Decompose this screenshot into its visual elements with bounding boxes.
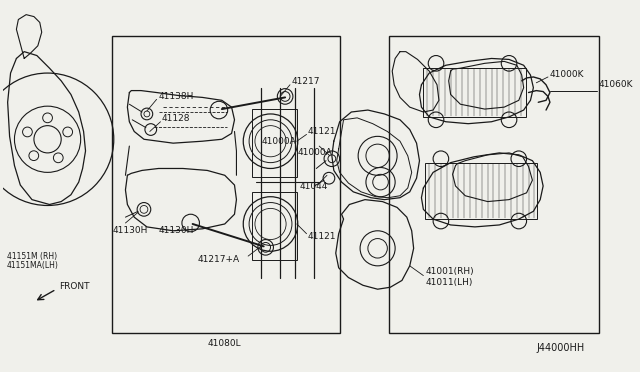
Circle shape xyxy=(140,205,148,213)
Bar xyxy=(424,68,525,117)
Text: 41217+A: 41217+A xyxy=(198,256,239,264)
Circle shape xyxy=(144,111,150,117)
Text: 41001(RH): 41001(RH) xyxy=(426,267,474,276)
Bar xyxy=(252,109,297,177)
Text: 41080L: 41080L xyxy=(208,339,241,348)
Bar xyxy=(426,163,538,219)
Text: 41000A: 41000A xyxy=(262,137,297,146)
Text: 41044: 41044 xyxy=(300,182,328,190)
Text: 41121: 41121 xyxy=(307,127,336,136)
Text: J44000HH: J44000HH xyxy=(536,343,584,353)
Bar xyxy=(252,192,297,260)
Text: 41130H: 41130H xyxy=(159,226,194,235)
Bar xyxy=(389,36,598,333)
Text: 41138H: 41138H xyxy=(159,92,194,101)
Text: 41130H: 41130H xyxy=(113,226,148,235)
Text: 41151M (RH): 41151M (RH) xyxy=(6,251,57,261)
Text: FRONT: FRONT xyxy=(60,282,90,291)
Text: 41011(LH): 41011(LH) xyxy=(426,278,473,287)
Text: 41000A: 41000A xyxy=(298,148,333,157)
Text: 41000K: 41000K xyxy=(550,70,584,78)
Text: 41217: 41217 xyxy=(292,77,321,86)
Text: 41128: 41128 xyxy=(161,114,190,124)
Text: 41121: 41121 xyxy=(307,232,336,241)
Text: 41151MA(LH): 41151MA(LH) xyxy=(6,262,58,270)
Text: 41060K: 41060K xyxy=(598,80,633,89)
Bar xyxy=(112,36,340,333)
